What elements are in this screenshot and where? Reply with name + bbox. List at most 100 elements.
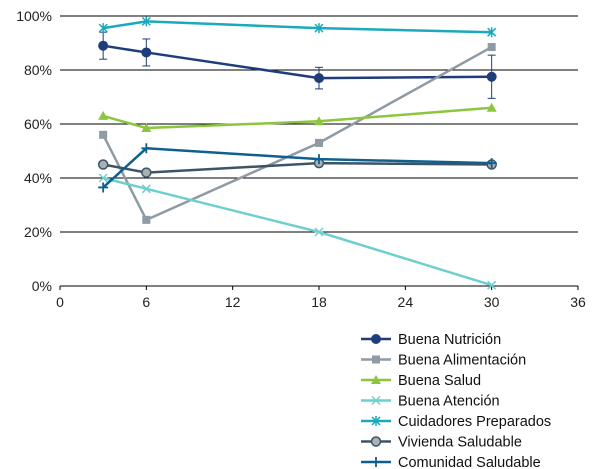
series-buena-salud xyxy=(98,102,497,133)
data-point xyxy=(98,23,108,34)
x-tick-label: 30 xyxy=(484,294,500,310)
point-triangle xyxy=(371,375,381,384)
point-square xyxy=(315,138,323,147)
series-buena-nutrici-n xyxy=(98,40,497,84)
x-tick-label: 18 xyxy=(311,294,327,310)
point-square xyxy=(142,215,151,224)
legend-marker xyxy=(372,355,380,364)
point-x xyxy=(98,173,108,183)
point-circle xyxy=(98,40,109,51)
legend-item: Buena Alimentación xyxy=(361,353,526,369)
point-triangle xyxy=(98,110,109,120)
point-circle xyxy=(314,73,324,84)
data-point xyxy=(141,16,151,27)
point-plus xyxy=(314,154,324,165)
point-circle xyxy=(370,436,382,447)
data-point xyxy=(141,47,152,58)
y-tick-label: 80% xyxy=(24,62,52,78)
data-point xyxy=(486,158,497,169)
data-point xyxy=(98,173,108,183)
point-circle xyxy=(486,71,497,82)
series-buena-alimentaci-n xyxy=(99,43,496,224)
legend-marker xyxy=(371,375,381,384)
y-tick-label: 100% xyxy=(16,8,52,24)
data-point xyxy=(97,159,109,170)
series-comunidad-saludable xyxy=(98,143,497,193)
point-plus xyxy=(98,182,109,193)
data-point xyxy=(142,215,151,224)
point-circle xyxy=(371,334,381,344)
point-circle xyxy=(97,159,109,170)
data-point xyxy=(314,227,324,237)
point-x xyxy=(371,395,381,406)
data-point xyxy=(98,182,109,193)
series-line xyxy=(102,44,492,80)
data-point xyxy=(486,71,497,82)
series-line xyxy=(102,106,492,130)
series-line xyxy=(102,176,493,287)
point-x xyxy=(487,280,497,290)
point-circle xyxy=(141,167,152,178)
series-buena-atenci-n xyxy=(98,173,497,290)
data-point xyxy=(98,110,109,120)
x-tick-label: 12 xyxy=(225,294,241,310)
point-x xyxy=(314,227,324,237)
data-point xyxy=(487,280,497,290)
data-point xyxy=(141,167,152,178)
series-line xyxy=(102,45,493,222)
legend-marker xyxy=(371,395,381,406)
y-axis: 0% 20% 40% 60% 80% 100% xyxy=(16,8,52,294)
data-point xyxy=(141,123,152,133)
legend-marker xyxy=(371,457,381,467)
legend-marker xyxy=(371,416,381,426)
x-tick-label: 24 xyxy=(398,294,414,310)
point-star xyxy=(98,23,108,34)
x-tick-label: 0 xyxy=(56,294,64,310)
legend-marker xyxy=(371,334,381,344)
legend-label: Comunidad Saludable xyxy=(398,455,541,469)
x-axis: 0 6 12 18 24 30 36 xyxy=(56,286,586,310)
point-square xyxy=(487,43,496,52)
legend-label: Buena Alimentación xyxy=(398,353,526,369)
legend-label: Buena Atención xyxy=(398,394,500,410)
legend-label: Cuidadores Preparados xyxy=(398,414,551,430)
data-point xyxy=(487,43,496,52)
point-star xyxy=(141,16,151,27)
data-point xyxy=(314,73,324,84)
data-point xyxy=(314,116,324,126)
legend-item: Buena Salud xyxy=(361,373,481,389)
point-triangle xyxy=(486,102,497,112)
data-point xyxy=(98,40,109,51)
series-lines xyxy=(97,16,497,290)
legend: Buena Nutrición Buena Alimentación Buena S… xyxy=(361,332,551,469)
legend-marker xyxy=(370,436,382,447)
legend-label: Buena Salud xyxy=(398,373,481,389)
point-square xyxy=(99,130,108,139)
point-star xyxy=(487,27,497,38)
data-point xyxy=(486,102,497,112)
legend-label: Vivienda Saludable xyxy=(398,435,522,451)
data-point xyxy=(99,130,108,139)
data-point xyxy=(314,154,324,165)
x-tick-label: 36 xyxy=(570,294,586,310)
legend-item: Cuidadores Preparados xyxy=(361,414,551,430)
series-cuidadores-preparados xyxy=(98,16,497,38)
data-point xyxy=(315,138,323,147)
series-line xyxy=(102,20,492,34)
point-star xyxy=(371,416,381,426)
series-line xyxy=(102,161,492,174)
y-tick-label: 20% xyxy=(24,224,52,240)
gridlines xyxy=(60,15,578,287)
legend-item: Vivienda Saludable xyxy=(361,435,522,451)
point-plus xyxy=(486,158,497,169)
legend-item: Buena Nutrición xyxy=(361,332,501,348)
legend-label: Buena Nutrición xyxy=(398,332,501,348)
error-bars xyxy=(99,31,496,99)
point-triangle xyxy=(141,123,152,133)
point-square xyxy=(372,355,380,364)
point-star xyxy=(314,23,324,34)
point-circle xyxy=(141,47,152,58)
y-tick-label: 40% xyxy=(24,170,52,186)
data-point xyxy=(487,27,497,38)
